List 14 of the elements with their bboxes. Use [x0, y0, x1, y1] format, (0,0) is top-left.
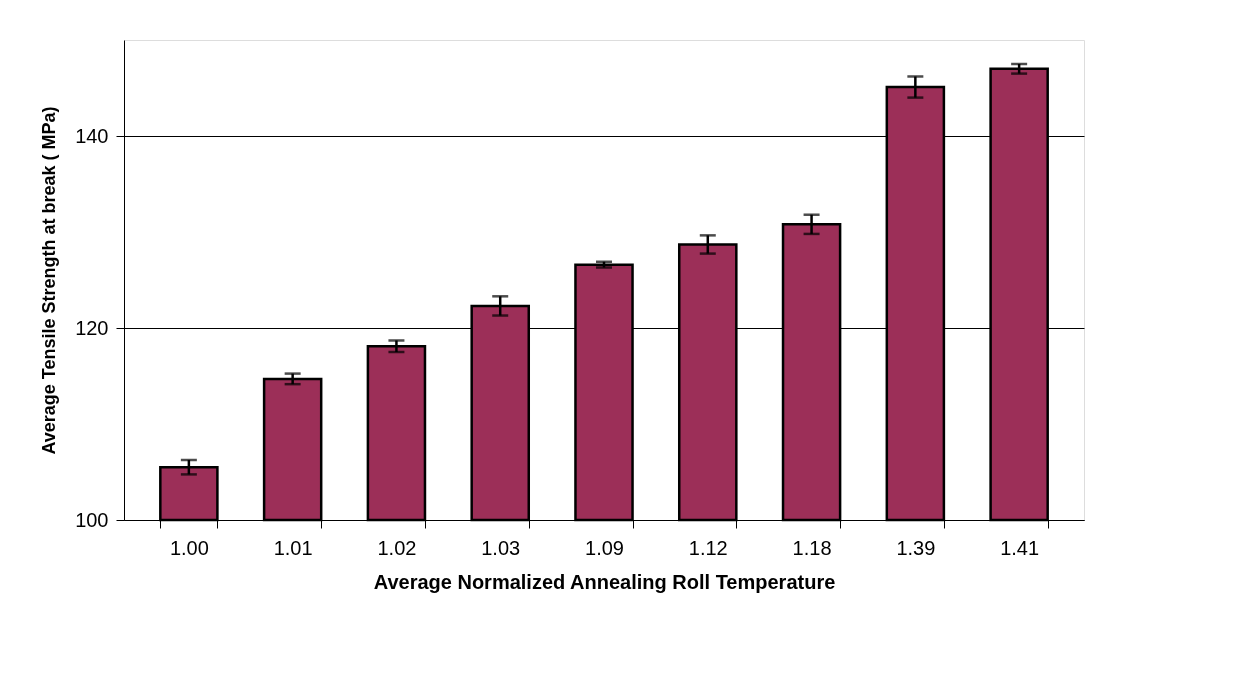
y-tick-label: 100 [75, 508, 109, 531]
x-tick-label: 1.18 [792, 536, 832, 559]
x-tick-label: 1.39 [896, 536, 936, 559]
x-tick-label: 1.41 [1000, 536, 1040, 559]
y-tick-label: 120 [75, 316, 109, 339]
x-tick-label: 1.00 [169, 536, 209, 559]
y-axis-title: Average Tensile Strength at break ( MPa) [39, 106, 60, 455]
x-tick-label: 1.12 [688, 536, 728, 559]
x-axis-title: Average Normalized Annealing Roll Temperature [373, 570, 836, 593]
x-tick-label: 1.02 [377, 536, 417, 559]
y-tick-label: 140 [75, 124, 109, 147]
x-tick-label: 1.09 [585, 536, 624, 559]
x-tick-label: 1.03 [481, 536, 521, 559]
x-tick-label: 1.01 [273, 536, 313, 559]
